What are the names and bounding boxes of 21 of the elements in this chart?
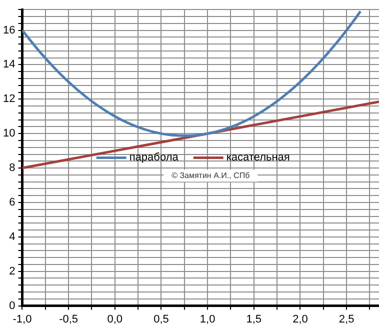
y-tick-label: 14 (2, 58, 16, 71)
line-series (22, 10, 362, 137)
x-tick-label: 2,5 (338, 313, 354, 326)
legend-label: парабола (129, 152, 180, 164)
y-tick-label: 12 (2, 93, 16, 106)
y-tick-label: 8 (9, 162, 16, 174)
y-tick-label: 16 (2, 24, 16, 36)
x-tick-label: 2,0 (292, 313, 308, 326)
x-tick-label: 1,0 (200, 313, 216, 326)
y-tick-label: 10 (2, 128, 16, 140)
annotation: © Замятин А.И., СПб (172, 170, 250, 180)
x-tick-label: -1,0 (12, 313, 32, 326)
y-tick-label: 6 (9, 196, 16, 209)
x-tick-label: 1,5 (246, 313, 262, 326)
y-tick-label: 0 (9, 300, 16, 312)
legend-label: касательная (226, 152, 290, 164)
x-tick-label: 0,5 (154, 313, 169, 326)
x-tick-label: 0,0 (107, 313, 123, 326)
x-tick-label: -0,5 (59, 313, 78, 326)
y-tick-label: 2 (9, 265, 16, 278)
y-tick-label: 4 (9, 230, 16, 243)
